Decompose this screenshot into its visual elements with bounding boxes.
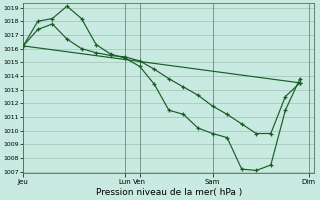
X-axis label: Pression niveau de la mer( hPa ): Pression niveau de la mer( hPa ) (96, 188, 242, 197)
